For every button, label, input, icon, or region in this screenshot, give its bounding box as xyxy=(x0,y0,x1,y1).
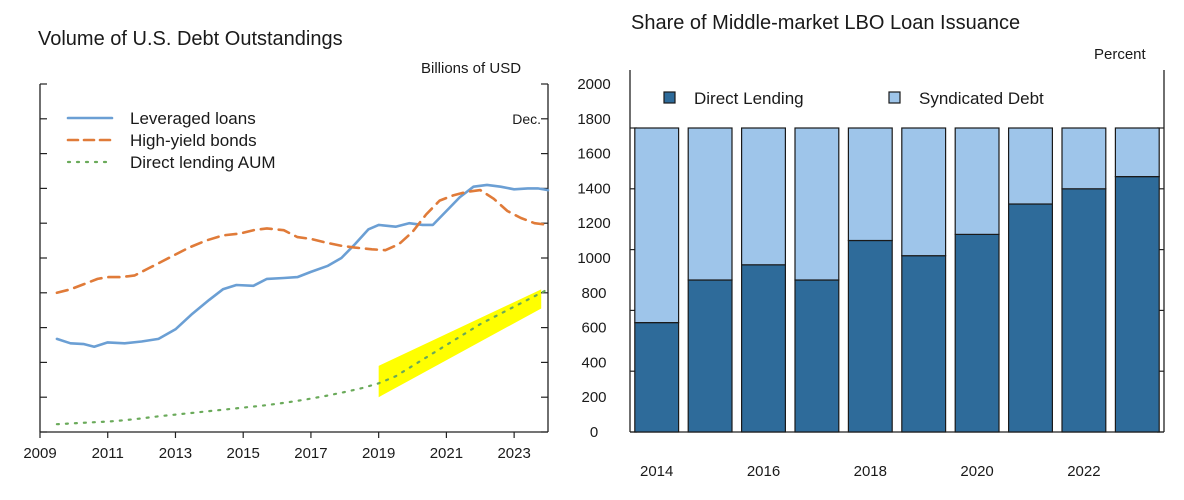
bar-direct-lending-2021 xyxy=(1007,203,1053,433)
dec-annotation: Dec. xyxy=(512,111,541,127)
legend-label: Direct lending AUM xyxy=(130,153,276,172)
series-line-direct-lending-aum xyxy=(55,288,550,426)
left-y-tick-label: 1200 xyxy=(577,215,610,232)
bar-direct-lending-2023 xyxy=(1114,176,1160,433)
bar-direct-lending-2019 xyxy=(901,255,947,433)
bar-direct-lending-2020 xyxy=(954,233,1000,433)
left-y-tick-label: 2000 xyxy=(577,76,610,93)
left-chart-y-unit: Billions of USD xyxy=(421,60,522,77)
bar-legend-swatch xyxy=(888,91,901,104)
bar-x-tick-label: 2020 xyxy=(960,463,993,480)
x-tick-label: 2013 xyxy=(159,445,192,462)
left-y-tick-label: 1000 xyxy=(577,250,610,267)
x-tick-label: 2017 xyxy=(294,445,327,462)
bar-syndicated-debt-2016 xyxy=(740,127,786,266)
left-chart-title: Volume of U.S. Debt Outstandings xyxy=(38,28,343,50)
bar-x-tick-label: 2018 xyxy=(854,463,887,480)
bar-syndicated-debt-2019 xyxy=(901,127,947,257)
x-tick-label: 2015 xyxy=(227,445,260,462)
x-tick-label: 2009 xyxy=(23,445,56,462)
bar-syndicated-debt-2023 xyxy=(1114,127,1160,178)
x-tick-label: 2019 xyxy=(362,445,395,462)
bar-x-tick-label: 2022 xyxy=(1067,463,1100,480)
highlight-band xyxy=(378,289,542,398)
bar-legend-label: Direct Lending xyxy=(694,89,804,108)
x-tick-label: 2011 xyxy=(92,445,124,462)
bar-direct-lending-2017 xyxy=(794,279,840,433)
legend-label: High-yield bonds xyxy=(130,131,257,150)
legend-label: Leveraged loans xyxy=(130,109,256,128)
bar-syndicated-debt-2021 xyxy=(1007,127,1053,205)
bar-x-tick-label: 2014 xyxy=(640,463,673,480)
x-tick-label: 2023 xyxy=(497,445,530,462)
bar-direct-lending-2022 xyxy=(1061,188,1107,433)
bar-syndicated-debt-2022 xyxy=(1061,127,1107,190)
left-y-tick-label: 600 xyxy=(581,320,606,337)
bar-x-tick-label: 2016 xyxy=(747,463,780,480)
left-y-tick-label: 800 xyxy=(581,285,606,302)
bar-syndicated-debt-2018 xyxy=(847,127,893,242)
left-y-tick-label: 1400 xyxy=(577,180,610,197)
series-line-high-yield-bonds xyxy=(55,188,550,295)
right-chart-title: Share of Middle-market LBO Loan Issuance xyxy=(631,12,1021,34)
left-y-tick-label: 400 xyxy=(581,354,606,371)
right-chart-y-unit: Percent xyxy=(1094,46,1146,63)
bar-legend-label: Syndicated Debt xyxy=(919,89,1044,108)
left-y-tick-label: 1800 xyxy=(577,111,610,128)
left-y-tick-label: 0 xyxy=(590,424,598,441)
bar-direct-lending-2016 xyxy=(740,264,786,433)
left-y-tick-label: 1600 xyxy=(577,146,610,163)
bar-direct-lending-2018 xyxy=(847,239,893,433)
bar-syndicated-debt-2015 xyxy=(687,127,733,281)
bar-direct-lending-2015 xyxy=(687,279,733,433)
bar-direct-lending-2014 xyxy=(634,322,680,433)
bar-syndicated-debt-2017 xyxy=(794,127,840,281)
series-line-leveraged-loans xyxy=(55,183,550,348)
bar-legend-swatch xyxy=(663,91,676,104)
bar-syndicated-debt-2014 xyxy=(634,127,680,324)
bar-syndicated-debt-2020 xyxy=(954,127,1000,236)
left-y-tick-label: 200 xyxy=(581,389,606,406)
x-tick-label: 2021 xyxy=(430,445,463,462)
